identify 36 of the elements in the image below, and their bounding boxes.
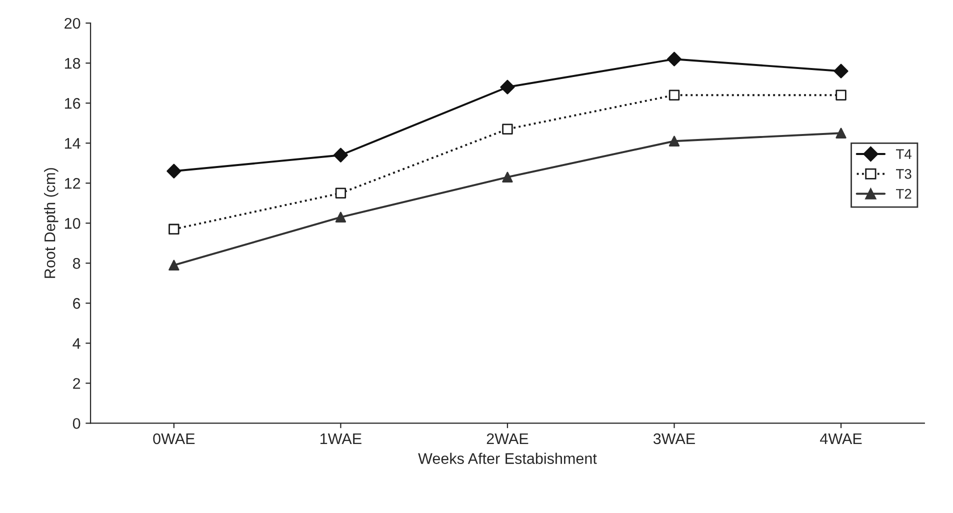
y-tick-label: 6 xyxy=(73,298,80,309)
legend-label: T2 xyxy=(896,188,912,199)
point xyxy=(333,148,348,162)
y-tick-label: 8 xyxy=(72,258,80,269)
point xyxy=(335,212,346,223)
y-tick-label: 4 xyxy=(72,338,80,349)
point xyxy=(502,172,513,182)
y-tick-label: 20 xyxy=(64,18,80,29)
point xyxy=(166,164,182,178)
y-tick-label: 14 xyxy=(64,138,80,149)
x-tick-label: 4WAE xyxy=(820,434,862,444)
y-tick-label: 16 xyxy=(64,98,80,109)
legend-label: T4 xyxy=(896,149,912,159)
y-tick-label: 18 xyxy=(64,58,80,69)
point xyxy=(168,260,180,271)
x-tick-label: 2WAE xyxy=(486,433,528,444)
x-tick-label: 0WAE xyxy=(153,433,195,444)
point xyxy=(668,136,680,146)
point xyxy=(668,90,680,100)
point xyxy=(836,128,846,138)
y-tick-label: 0 xyxy=(72,418,80,429)
x-axis-title: Weeks After Estabishment xyxy=(418,452,597,464)
y-axis-title: Root Depth (cm) xyxy=(44,168,58,278)
x-tick-label: 1WAE xyxy=(320,434,362,444)
y-tick-label: 12 xyxy=(64,178,80,189)
point xyxy=(500,80,515,94)
legend-label: T3 xyxy=(896,169,912,179)
y-tick-label: 10 xyxy=(64,218,80,229)
point xyxy=(502,124,513,134)
y-tick-label: 2 xyxy=(73,378,80,389)
x-tick-label: 3WAE xyxy=(653,433,695,444)
point xyxy=(168,224,180,235)
point xyxy=(834,64,848,78)
point xyxy=(335,188,346,198)
point xyxy=(836,90,846,100)
point xyxy=(666,52,682,66)
